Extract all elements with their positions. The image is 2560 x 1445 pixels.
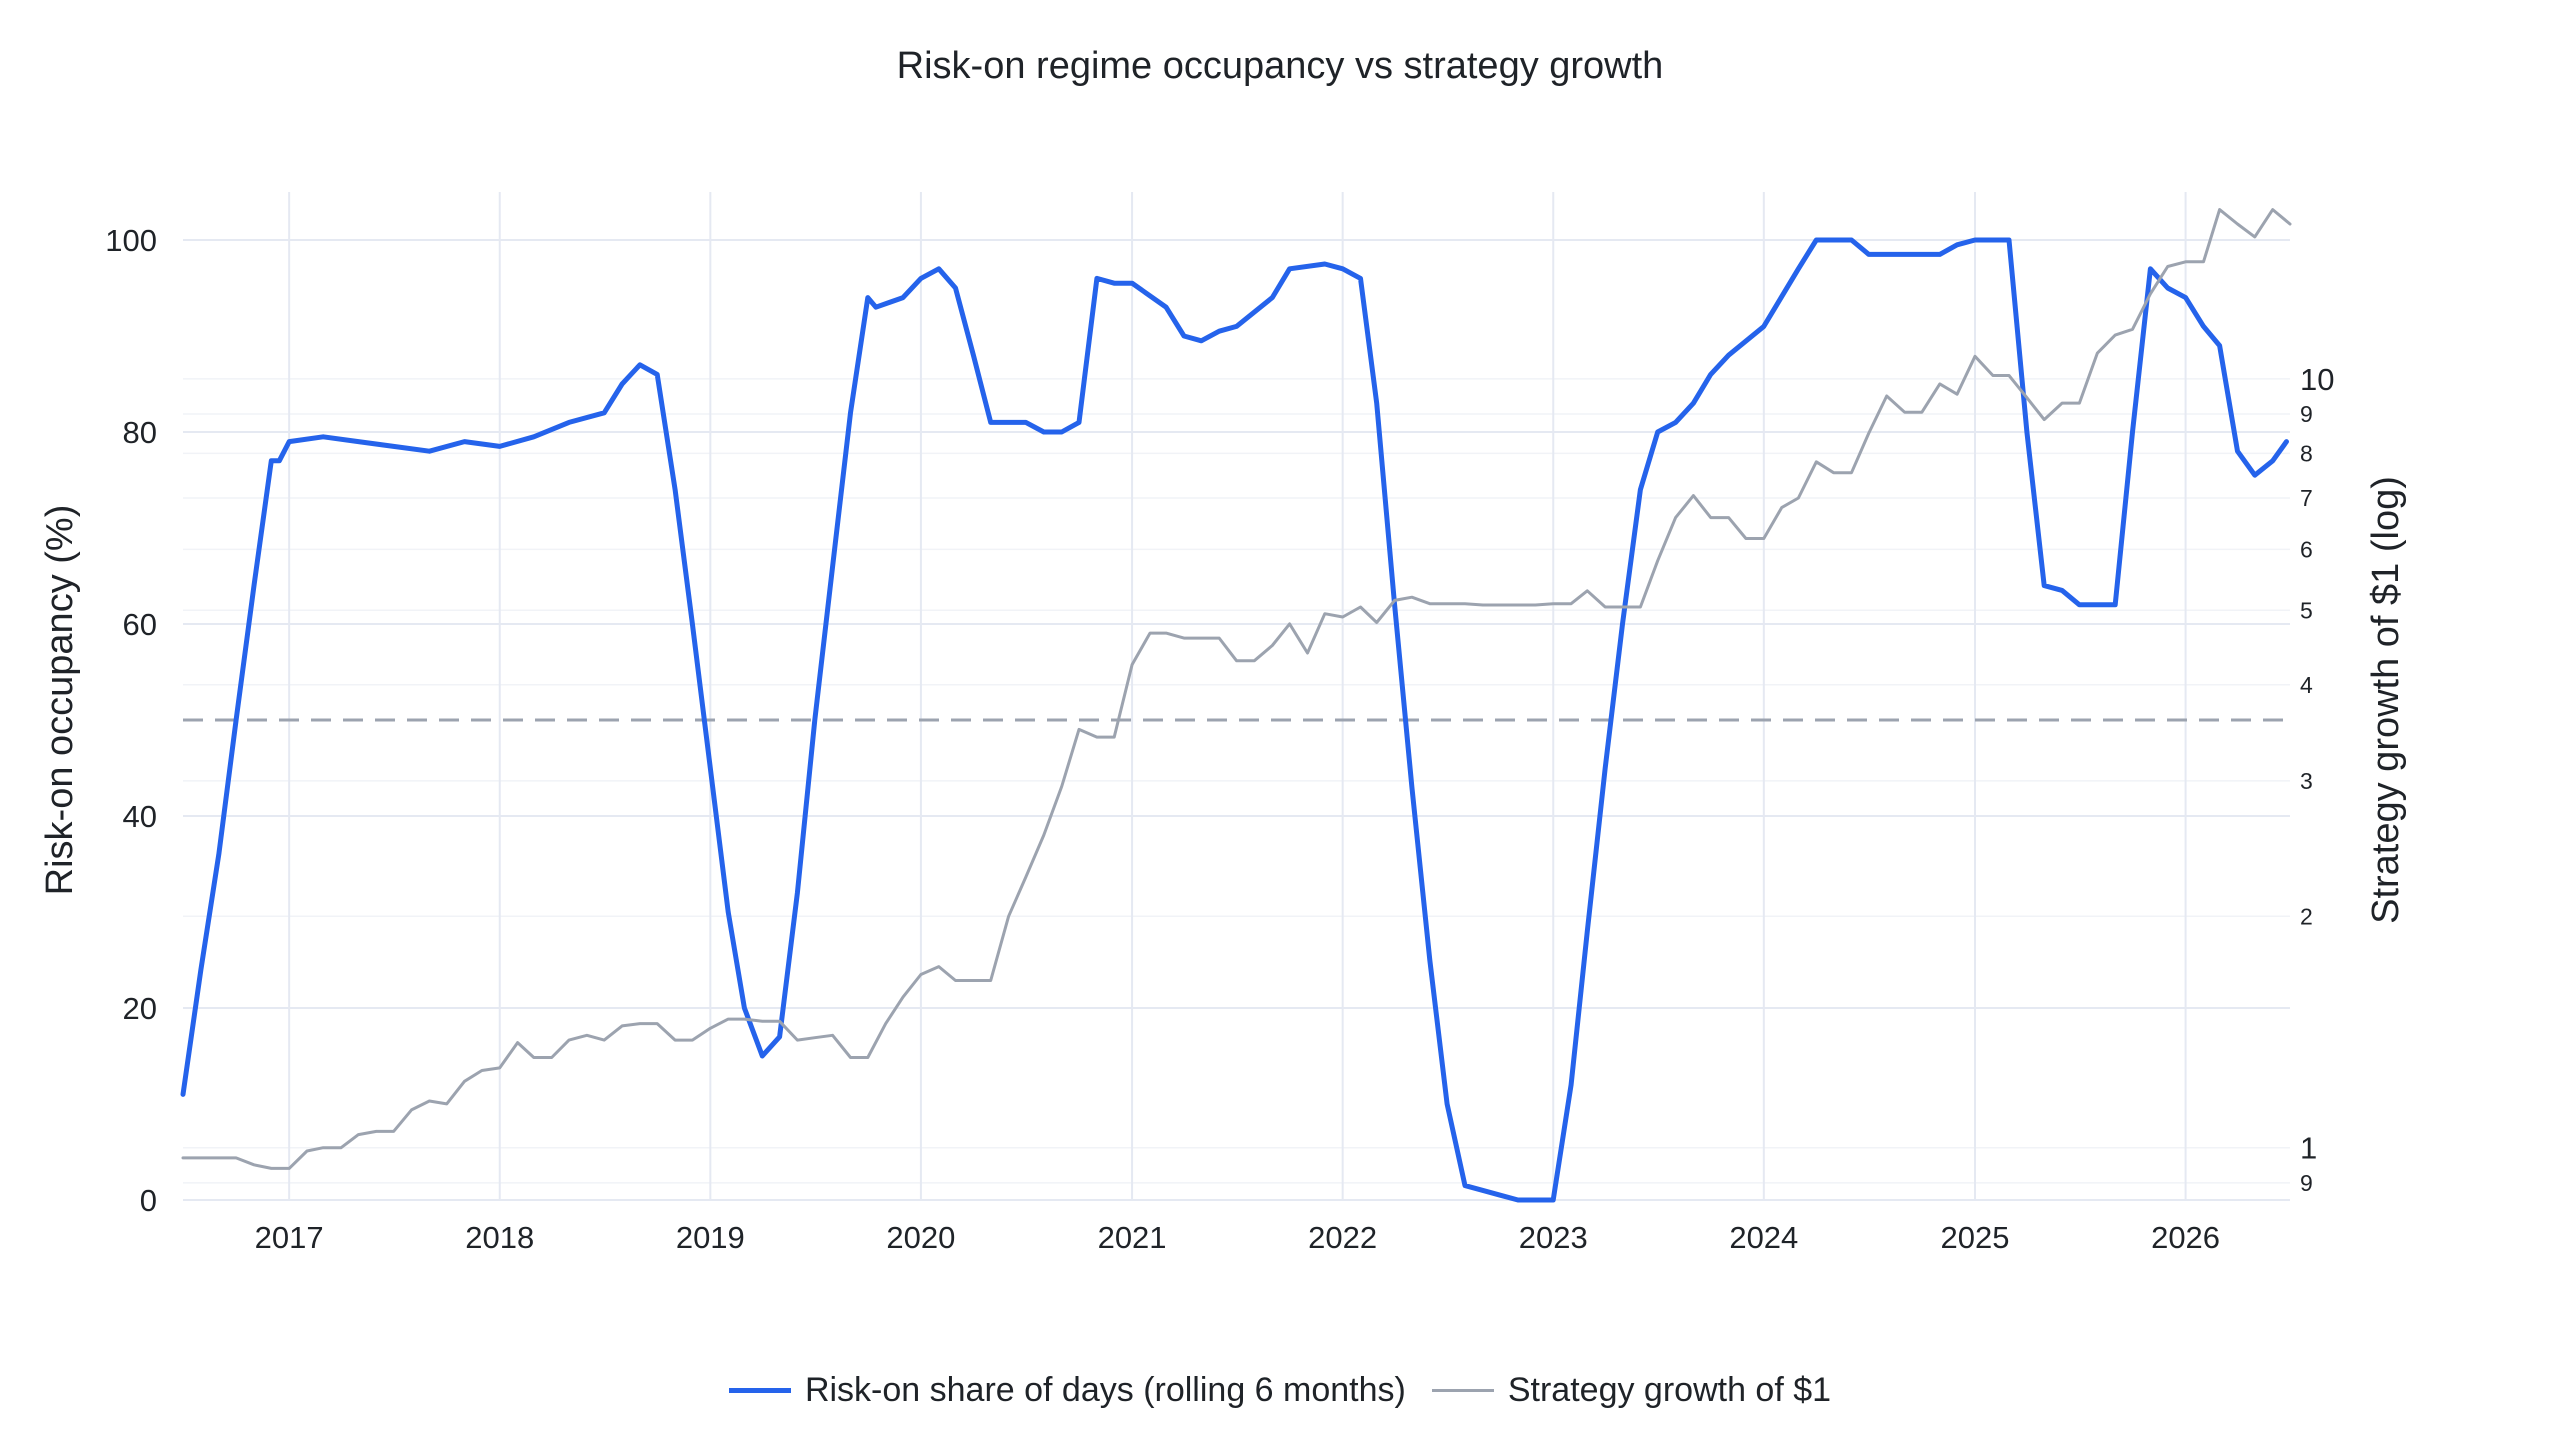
y-left-tick-0: 0 <box>140 1183 157 1218</box>
legend-item-strategy-growth[interactable]: Strategy growth of $1 <box>1431 1370 1832 1410</box>
y-left-tick-100: 100 <box>105 223 157 258</box>
legend-item-risk-on[interactable]: Risk-on share of days (rolling 6 months) <box>728 1370 1406 1410</box>
series-lines <box>180 208 2292 1203</box>
x-tick-2021: 2021 <box>1098 1220 1167 1255</box>
legend: Risk-on share of days (rolling 6 months)… <box>0 1368 2560 1412</box>
chart-title: Risk-on regime occupancy vs strategy gro… <box>897 45 1664 87</box>
x-axis-ticks: 2017 2018 2019 2020 2021 2022 2023 2024 2025 2026 <box>255 1220 2220 1255</box>
x-tick-2026: 2026 <box>2151 1220 2220 1255</box>
x-tick-2025: 2025 <box>1941 1220 2010 1255</box>
x-tick-2023: 2023 <box>1519 1220 1588 1255</box>
y-right-tick-10: 10 <box>2300 362 2334 397</box>
x-tick-2017: 2017 <box>255 1220 324 1255</box>
y-right-tick-7: 7 <box>2300 485 2313 511</box>
y-left-tick-20: 20 <box>123 991 157 1026</box>
y-left-tick-40: 40 <box>123 799 157 834</box>
y-right-tick-9: 9 <box>2300 401 2313 427</box>
x-tick-2018: 2018 <box>465 1220 534 1255</box>
x-tick-2022: 2022 <box>1308 1220 1377 1255</box>
y-right-tick-3: 3 <box>2300 768 2313 794</box>
y-right-axis-ticks: 9 1 2 3 4 5 6 7 8 9 10 <box>2300 362 2334 1196</box>
y-left-axis-ticks: 0 20 40 60 80 100 <box>105 223 157 1218</box>
gridlines <box>183 192 2290 1201</box>
legend-swatch-risk-on <box>728 1387 791 1393</box>
y-right-tick-4: 4 <box>2300 672 2313 698</box>
x-tick-2024: 2024 <box>1729 1220 1798 1255</box>
x-tick-2020: 2020 <box>886 1220 955 1255</box>
series-line-risk-on <box>180 237 2289 1203</box>
y-right-tick-2: 2 <box>2300 903 2313 929</box>
y-left-tick-80: 80 <box>123 415 157 450</box>
legend-label-risk-on: Risk-on share of days (rolling 6 months) <box>804 1370 1406 1409</box>
y-left-axis-label: Risk-on occupancy (%) <box>39 505 81 896</box>
y-right-axis-label: Strategy growth of $1 (log) <box>2365 476 2407 924</box>
y-right-tick-5: 5 <box>2300 597 2313 623</box>
y-right-tick-6: 6 <box>2300 536 2313 562</box>
y-right-tick-1: 1 <box>2300 1131 2317 1166</box>
y-right-tick-0: 9 <box>2300 1170 2313 1196</box>
y-left-tick-60: 60 <box>123 607 157 642</box>
y-right-tick-8: 8 <box>2300 440 2313 466</box>
legend-swatch-strategy-growth <box>1431 1388 1494 1392</box>
x-tick-2019: 2019 <box>676 1220 745 1255</box>
series-line-strategy-growth <box>181 208 2292 1170</box>
legend-label-strategy-growth: Strategy growth of $1 <box>1507 1370 1832 1409</box>
